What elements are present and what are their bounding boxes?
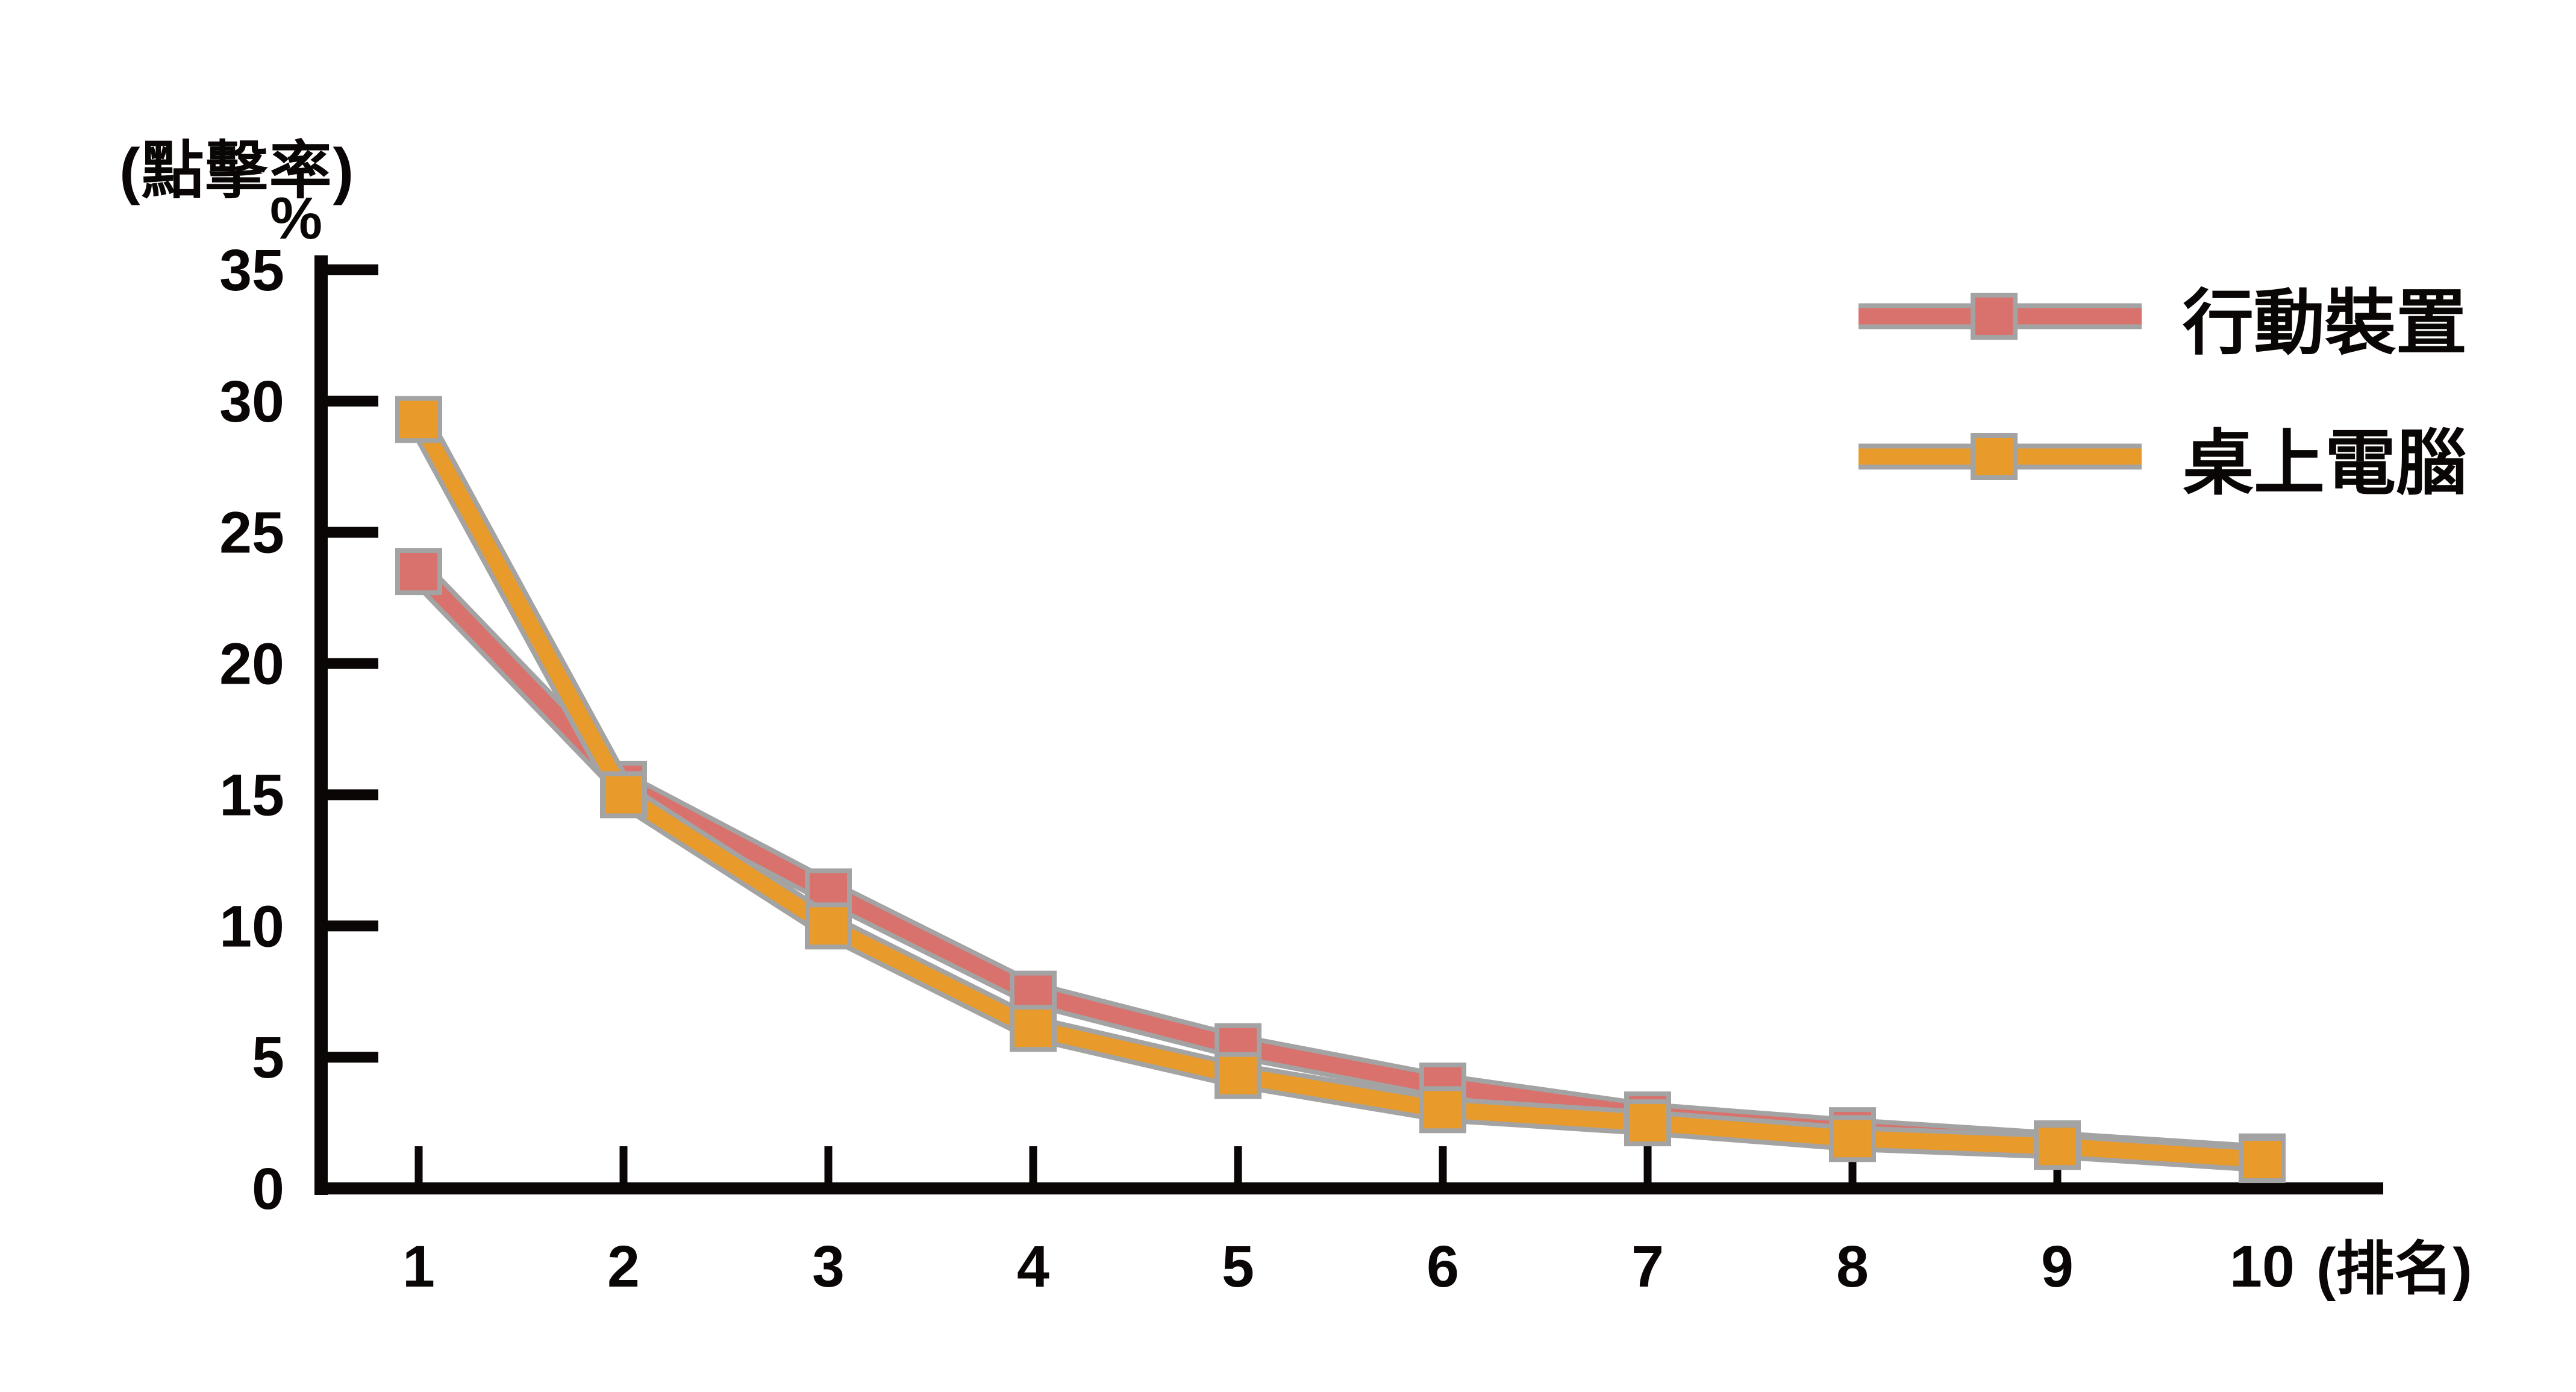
y-tick-25 <box>328 526 378 538</box>
legend-marker <box>1975 438 2013 475</box>
series-1-marker-3 <box>810 907 847 945</box>
x-tick-2 <box>619 1146 628 1184</box>
y-tick-label-5: 5 <box>252 1025 284 1090</box>
x-tick-label-2: 2 <box>607 1234 640 1299</box>
y-tick-10 <box>328 920 378 932</box>
series-1-line-outline <box>401 402 2276 1173</box>
x-axis-line <box>314 1182 2383 1194</box>
y-tick-label-30: 30 <box>219 369 284 434</box>
y-tick-label-35: 35 <box>219 237 284 303</box>
series-1-marker-9 <box>2039 1128 2076 1166</box>
x-tick-label-5: 5 <box>1222 1234 1254 1299</box>
legend-swatch-desktop-icon <box>1859 433 2142 480</box>
y-tick-35 <box>328 264 378 275</box>
x-tick-label-1: 1 <box>402 1234 435 1299</box>
x-tick-label-3: 3 <box>812 1234 845 1299</box>
series-1-marker-4 <box>1014 1010 1052 1047</box>
y-tick-5 <box>328 1052 378 1063</box>
legend-label-desktop: 桌上電腦 <box>2183 423 2468 504</box>
x-tick-7 <box>1643 1146 1652 1184</box>
x-tick-label-10: 10 <box>2230 1234 2295 1299</box>
series-1-marker-6 <box>1424 1091 1462 1129</box>
x-tick-label-7: 7 <box>1631 1234 1664 1299</box>
x-axis-unit-label: (排名) <box>2316 1236 2472 1302</box>
y-axis-unit: % <box>270 185 323 251</box>
x-tick-label-4: 4 <box>1017 1234 1049 1299</box>
x-tick-label-9: 9 <box>2041 1234 2074 1299</box>
y-tick-20 <box>328 658 378 669</box>
series-1-marker-2 <box>605 776 642 814</box>
x-tick-1 <box>414 1146 423 1184</box>
legend-marker <box>1975 298 2013 335</box>
series-1-marker-5 <box>1219 1056 1257 1094</box>
y-tick-label-15: 15 <box>219 762 284 828</box>
y-tick-label-10: 10 <box>219 893 284 959</box>
series-0-line <box>407 560 2271 1166</box>
x-tick-6 <box>1439 1146 1447 1184</box>
y-tick-label-25: 25 <box>219 500 284 566</box>
y-tick-label-20: 20 <box>219 631 284 697</box>
y-axis-title: (點擊率) <box>119 136 355 206</box>
series-1-marker-1 <box>400 401 437 439</box>
y-axis-line <box>314 255 328 1195</box>
y-tick-label-0: 0 <box>252 1156 284 1222</box>
x-tick-label-8: 8 <box>1836 1234 1869 1299</box>
x-tick-5 <box>1234 1146 1242 1184</box>
y-tick-15 <box>328 789 378 801</box>
y-tick-30 <box>328 395 378 407</box>
series-1-marker-7 <box>1629 1104 1666 1142</box>
legend-item-desktop: 桌上電腦 <box>1852 411 2467 504</box>
legend-item-mobile: 行動裝置 <box>1852 271 2467 363</box>
series-1-marker-8 <box>1834 1120 1871 1158</box>
legend-swatch-mobile-icon <box>1859 293 2142 340</box>
x-tick-4 <box>1029 1146 1037 1184</box>
series-1-line <box>407 408 2271 1169</box>
x-tick-label-6: 6 <box>1427 1234 1459 1299</box>
series-1-marker-10 <box>2243 1141 2281 1179</box>
x-tick-3 <box>824 1146 833 1184</box>
legend-label-mobile: 行動裝置 <box>2183 283 2468 363</box>
series-0-marker-1 <box>400 553 437 591</box>
